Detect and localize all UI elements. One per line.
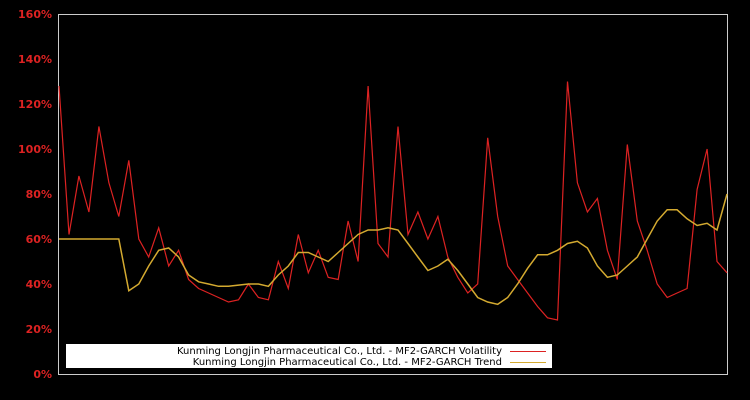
- volatility-line: [58, 81, 728, 321]
- chart-legend: Kunming Longjin Pharmaceutical Co., Ltd.…: [66, 344, 552, 368]
- trend-line: [59, 193, 728, 306]
- y-tick-0: 0%: [33, 368, 52, 381]
- y-tick-120: 120%: [18, 98, 52, 111]
- y-tick-60: 60%: [25, 233, 52, 246]
- y-tick-20: 20%: [25, 323, 52, 336]
- y-tick-40: 40%: [25, 278, 52, 291]
- y-tick-80: 80%: [25, 188, 52, 201]
- y-tick-160: 160%: [18, 8, 52, 21]
- legend-label-volatility: Kunming Longjin Pharmaceutical Co., Ltd.…: [176, 345, 502, 357]
- legend-item-volatility: Kunming Longjin Pharmaceutical Co., Ltd.…: [177, 345, 546, 357]
- legend-swatch-volatility-icon: [510, 350, 546, 352]
- legend-item-trend: Kunming Longjin Pharmaceutical Co., Ltd.…: [193, 356, 546, 368]
- legend-label-trend: Kunming Longjin Pharmaceutical Co., Ltd.…: [192, 356, 502, 368]
- y-tick-140: 140%: [18, 53, 52, 66]
- y-tick-100: 100%: [18, 143, 52, 156]
- legend-swatch-trend-icon: [510, 361, 546, 363]
